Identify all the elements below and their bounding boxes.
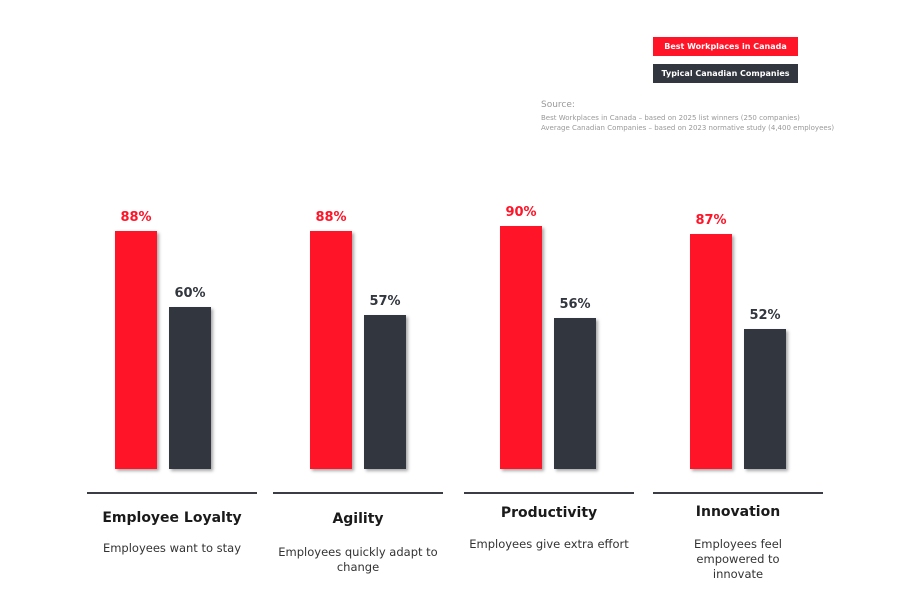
bar-best (500, 226, 542, 469)
category-description: Employees quickly adapt to change (278, 545, 438, 574)
data-label: 60% (174, 286, 206, 301)
source-heading: Source: (541, 100, 575, 110)
category-label: Productivity (500, 505, 598, 521)
bar-best (115, 231, 157, 469)
source-line-2: Average Canadian Companies – based on 20… (541, 124, 835, 132)
data-label: 56% (559, 296, 591, 312)
legend-best: Best Workplaces in Canada (653, 37, 798, 56)
category-description: Employees want to stay (102, 541, 242, 555)
category-divider (87, 492, 257, 494)
legend-typical: Typical Canadian Companies (653, 64, 798, 83)
category-divider (273, 492, 443, 494)
data-label: 87% (695, 213, 727, 229)
bar-typical (169, 307, 211, 469)
bar-best (690, 234, 732, 469)
category-description: Employees feel empowered to innovate (694, 537, 782, 581)
category-label: Employee Loyalty (102, 510, 242, 526)
data-label: 90% (505, 205, 537, 220)
category-label: Innovation (695, 504, 781, 520)
category-description: Employees give extra effort (469, 537, 629, 551)
bar-typical (554, 317, 596, 469)
source-line-1: Best Workplaces in Canada – based on 202… (541, 114, 800, 122)
category-label: Agility (332, 511, 384, 527)
bar-typical (364, 315, 406, 469)
bar-best (310, 231, 352, 469)
data-label: 57% (369, 294, 401, 310)
category-divider (653, 492, 823, 494)
data-label: 88% (315, 210, 347, 226)
data-label: 52% (749, 307, 781, 323)
category-divider (464, 492, 634, 494)
bar-typical (744, 328, 786, 469)
data-label: 88% (120, 210, 152, 226)
